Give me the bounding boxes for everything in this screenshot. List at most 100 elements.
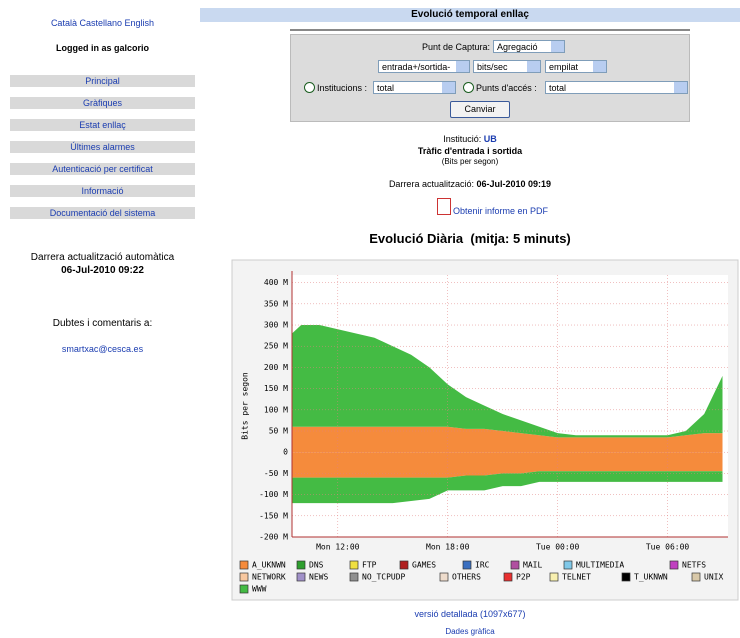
mode-select[interactable]: empilat (545, 60, 607, 73)
legend-swatch (621, 572, 631, 582)
y-tick-label: 250 M (264, 342, 288, 351)
legend-swatch (439, 572, 449, 582)
legend-swatch (669, 560, 679, 570)
menu-item[interactable]: Informació (10, 185, 195, 197)
menu-item[interactable]: Documentació del sistema (10, 207, 195, 219)
legend-swatch (239, 572, 249, 582)
institutions-label: Institucions : (317, 83, 368, 93)
legend-label: WWW (252, 585, 267, 594)
data-link[interactable]: Dades gràfica (445, 627, 495, 636)
y-tick-label: 200 M (264, 363, 288, 372)
separator (290, 29, 690, 31)
legend-swatch (349, 560, 359, 570)
menu-item[interactable]: Autenticació per certificat (10, 163, 195, 175)
legend-swatch (691, 572, 701, 582)
last-update-value: 06-Jul-2010 09:19 (476, 179, 552, 189)
capture-label: Punt de Captura: (421, 42, 490, 52)
area (292, 471, 723, 504)
legend-swatch (296, 572, 306, 582)
x-tick-label: Mon 12:00 (316, 543, 360, 552)
legend-swatch (296, 560, 306, 570)
legend-label: T_UKNWN (634, 573, 668, 582)
logged-in: Logged in as galcorio (55, 43, 149, 53)
legend-swatch (503, 572, 513, 582)
institution-value: UB (483, 134, 497, 144)
y-tick-label: 150 M (264, 384, 288, 393)
legend-swatch (239, 560, 249, 570)
units-select[interactable]: bits/sec (473, 60, 541, 73)
legend-label: A_UKNWN (252, 561, 286, 570)
legend-label: GAMES (412, 561, 436, 570)
institutions-select[interactable]: total (373, 81, 456, 94)
language-link[interactable]: Castellano (79, 18, 122, 28)
menu-item[interactable]: Estat enllaç (10, 119, 195, 131)
area (292, 426, 723, 453)
languages: Català Castellano English (10, 18, 195, 28)
auto-update-time: 06-Jul-2010 09:22 (61, 265, 144, 276)
menu-item[interactable]: Gràfiques (10, 97, 195, 109)
legend-label: TELNET (562, 573, 591, 582)
legend-label: NO_TCPUDP (362, 573, 406, 582)
y-tick-label: -50 M (264, 469, 288, 478)
auto-update-label: Darrera actualització automàtica (30, 252, 175, 263)
area (292, 325, 723, 438)
access-label: Punts d'accés : (476, 83, 537, 93)
legend-swatch (563, 560, 573, 570)
last-update-label: Darrera actualització: (388, 179, 474, 189)
legend-label: MULTIMEDIA (576, 561, 624, 570)
legend-label: DNS (309, 561, 324, 570)
legend-label: FTP (362, 561, 377, 570)
y-tick-label: 400 M (264, 278, 288, 287)
legend-swatch (510, 560, 520, 570)
menu-item[interactable]: Últimes alarmes (10, 141, 195, 153)
legend-swatch (549, 572, 559, 582)
capture-select[interactable]: Agregació (493, 40, 565, 53)
menu-item[interactable]: Principal (10, 75, 195, 87)
language-link[interactable]: Català (50, 18, 77, 28)
y-tick-label: 300 M (264, 321, 288, 330)
y-tick-label: -150 M (259, 511, 288, 520)
contact-label: Dubtes i comentaris a: (52, 318, 153, 329)
change-button[interactable]: Canviar (450, 101, 510, 118)
legend-swatch (349, 572, 359, 582)
units: (Bits per segon) (441, 157, 499, 166)
x-tick-label: Tue 00:00 (536, 543, 580, 552)
detail-link[interactable]: versió detallada (1097x677) (414, 609, 526, 619)
radio-access[interactable] (463, 82, 474, 93)
contact-email[interactable]: smartxac@cesca.es (61, 344, 144, 354)
legend-swatch (239, 584, 249, 594)
y-axis-label: Bits per segon (241, 372, 250, 440)
direction-select[interactable]: entrada+/sortida- (378, 60, 470, 73)
y-tick-label: -200 M (259, 533, 288, 542)
x-tick-label: Tue 06:00 (646, 543, 690, 552)
legend-label: MAIL (523, 561, 542, 570)
legend-label: IRC (475, 561, 490, 570)
legend-swatch (399, 560, 409, 570)
legend-label: OTHERS (452, 573, 481, 582)
x-tick-label: Mon 18:00 (426, 543, 470, 552)
pdf-icon (437, 198, 451, 215)
page-title: Evolució temporal enllaç (200, 8, 740, 22)
y-tick-label: 350 M (264, 299, 288, 308)
access-select[interactable]: total (545, 81, 688, 94)
radio-institutions[interactable] (304, 82, 315, 93)
legend-label: UNIX (704, 573, 723, 582)
y-tick-label: 100 M (264, 405, 288, 414)
graph-heading: Evolució Diària (mitja: 5 minuts) (369, 231, 571, 246)
legend-label: NETFS (682, 561, 706, 570)
language-link[interactable]: English (124, 18, 155, 28)
y-tick-label: 50 M (269, 427, 288, 436)
y-tick-label: -100 M (259, 490, 288, 499)
institution-label: Institució: (443, 134, 482, 144)
legend-label: NETWORK (252, 573, 286, 582)
legend-label: NEWS (309, 573, 328, 582)
legend-swatch (462, 560, 472, 570)
traffic-title: Tràfic d'entrada i sortida (417, 146, 523, 156)
pdf-link[interactable]: Obtenir informe en PDF (453, 206, 549, 216)
y-tick-label: 0 (283, 448, 288, 457)
institution-line: Institució: UB (200, 134, 740, 144)
legend-label: P2P (516, 573, 531, 582)
last-update: Darrera actualització: 06-Jul-2010 09:19 (200, 179, 740, 189)
